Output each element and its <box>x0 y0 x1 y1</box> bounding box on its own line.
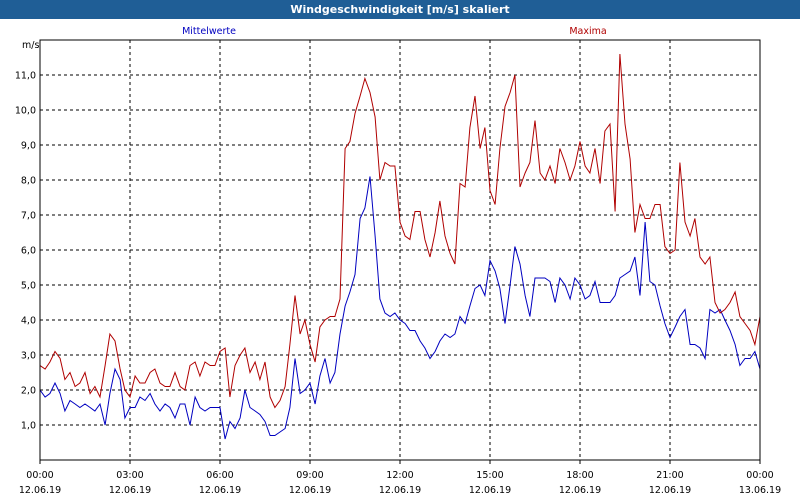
x-tick-label-date: 13.06.19 <box>739 485 781 496</box>
x-tick-label-date: 12.06.19 <box>379 485 421 496</box>
x-tick-label-date: 12.06.19 <box>19 485 61 496</box>
y-tick-label: 4,0 <box>21 316 36 327</box>
x-tick-label-date: 12.06.19 <box>289 485 331 496</box>
y-tick-label: 3,0 <box>21 351 36 362</box>
y-tick-label: 11,0 <box>15 71 36 82</box>
series-line-maxima <box>40 53 760 409</box>
x-tick-label-date: 12.06.19 <box>109 485 151 496</box>
chart: 1,0 2,0 3,0 4,0 5,0 6,0 7,0 8,0 9,0 10,0 11,0 00:00… <box>15 26 781 496</box>
plot-frame <box>39 39 761 461</box>
y-tick-label: 7,0 <box>21 211 36 222</box>
x-tick-label-time: 06:00 <box>206 470 233 481</box>
chart-title: Windgeschwindigkeit [m/s] skaliert <box>0 0 800 19</box>
x-tick-label-time: 09:00 <box>296 470 323 481</box>
series-layer <box>40 53 760 440</box>
series-line-mittelwerte <box>40 176 760 440</box>
y-tick-label: 6,0 <box>21 246 36 257</box>
x-tick-label-date: 12.06.19 <box>469 485 511 496</box>
x-tick-label-time: 21:00 <box>656 470 683 481</box>
x-tick-label-time: 18:00 <box>566 470 593 481</box>
x-tick-label-time: 00:00 <box>26 470 53 481</box>
grid <box>40 40 760 460</box>
y-tick-label: 2,0 <box>21 386 36 397</box>
x-tick-label-date: 12.06.19 <box>559 485 601 496</box>
y-axis-label: m/s <box>22 40 39 51</box>
y-tick-label: 9,0 <box>21 141 36 152</box>
legend-mittelwerte: Mittelwerte <box>182 26 236 37</box>
x-tick-label-time: 00:00 <box>746 470 773 481</box>
x-tick-label-time: 03:00 <box>116 470 143 481</box>
y-tick-label: 1,0 <box>21 421 36 432</box>
legend-maxima: Maxima <box>569 26 606 37</box>
x-tick-label-date: 12.06.19 <box>199 485 241 496</box>
axes: 1,0 2,0 3,0 4,0 5,0 6,0 7,0 8,0 9,0 10,0 11,0 00:00… <box>15 39 781 496</box>
x-tick-label-time: 12:00 <box>386 470 413 481</box>
y-tick-label: 8,0 <box>21 176 36 187</box>
y-tick-label: 10,0 <box>15 106 36 117</box>
y-tick-label: 5,0 <box>21 281 36 292</box>
x-tick-label-date: 12.06.19 <box>649 485 691 496</box>
x-tick-label-time: 15:00 <box>476 470 503 481</box>
